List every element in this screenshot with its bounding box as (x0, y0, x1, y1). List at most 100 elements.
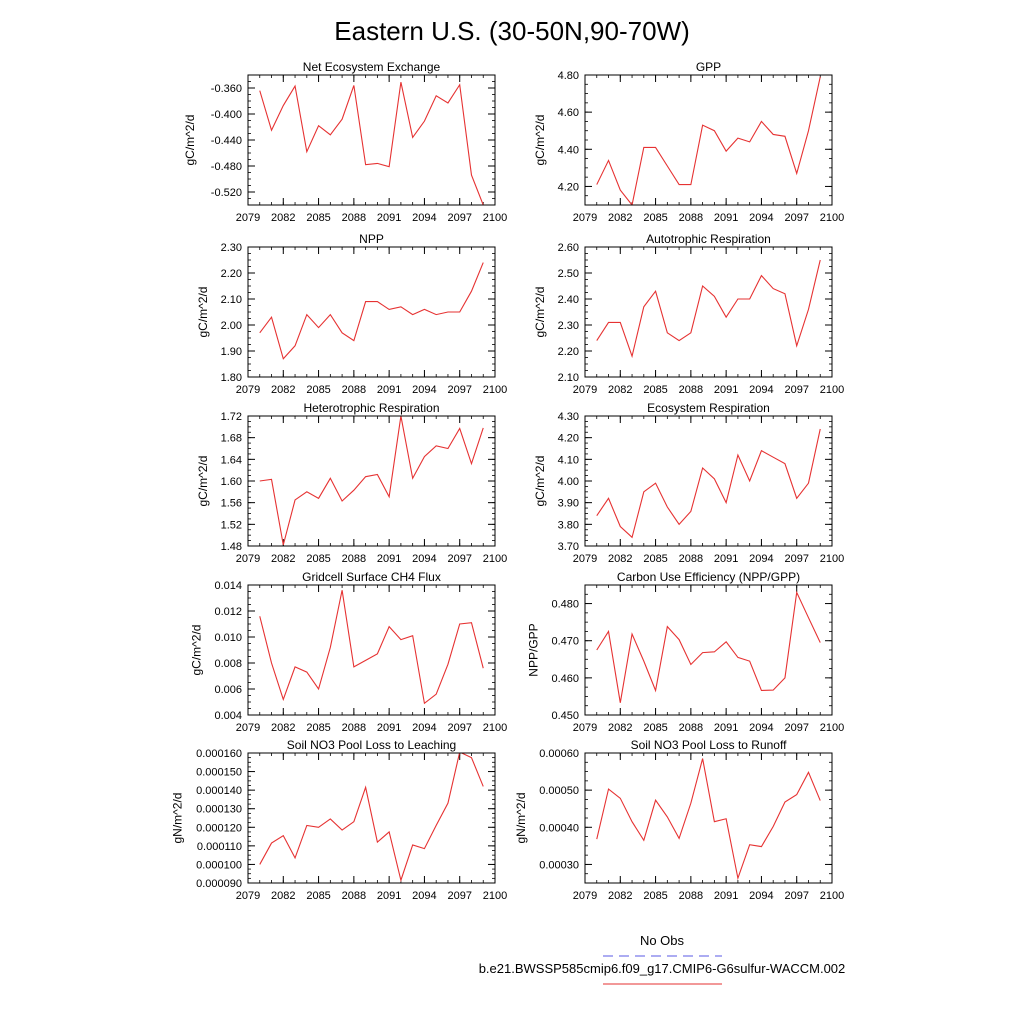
series-line (259, 753, 484, 883)
x-tick-label: 2094 (749, 553, 773, 565)
x-tick-label: 2088 (679, 384, 703, 396)
x-tick-label: 2094 (412, 890, 436, 902)
x-tick-label: 2094 (749, 890, 773, 902)
plot-frame (584, 584, 833, 716)
x-tick-label: 2088 (342, 384, 366, 396)
series-line (259, 262, 484, 360)
y-tick-label: 0.000140 (196, 785, 242, 797)
x-tick-label: 2100 (820, 212, 844, 224)
y-axis-label: gN/m^2/d (171, 793, 185, 844)
y-tick-label: -0.520 (211, 187, 242, 199)
y-tick-label: 2.20 (221, 268, 242, 280)
y-tick-label: 2.30 (221, 242, 242, 254)
x-tick-label: 2079 (573, 722, 597, 734)
chart-panel: 2079 2082 2085 2088 2091 2094 2097 2100 0.004 0.0… (190, 570, 508, 734)
x-tick-label: 2082 (271, 890, 295, 902)
x-tick-label: 2100 (483, 890, 507, 902)
x-tick-label: 2088 (342, 890, 366, 902)
x-tick-label: 2097 (447, 722, 471, 734)
chart-panel: 2079 2082 2085 2088 2091 2094 2097 2100 -0.360 -0… (183, 60, 507, 224)
x-tick-label: 2100 (483, 553, 507, 565)
y-tick-label: 0.010 (214, 632, 242, 644)
x-tick-label: 2079 (236, 384, 260, 396)
x-tick-label: 2100 (483, 212, 507, 224)
x-tick-label: 2085 (306, 384, 330, 396)
y-tick-label: 0.00050 (539, 785, 579, 797)
y-tick-label: 0.000110 (197, 841, 242, 853)
y-tick-label: 2.00 (221, 320, 242, 332)
chart-panel: 2079 2082 2085 2088 2091 2094 2097 2100 1.80 1.90… (196, 232, 507, 396)
y-tick-label: 0.014 (214, 580, 242, 592)
y-tick-label: 2.10 (558, 372, 579, 384)
y-tick-label: 1.60 (221, 476, 242, 488)
y-tick-label: 0.480 (551, 599, 579, 611)
y-tick-label: 2.40 (558, 294, 579, 306)
series-line (596, 758, 821, 881)
panel-title: Autotrophic Respiration (646, 232, 771, 246)
x-tick-label: 2082 (608, 384, 632, 396)
y-tick-label: 1.72 (221, 411, 242, 423)
plot-frame (247, 584, 496, 716)
legend-obs-label: No Obs (640, 933, 685, 948)
x-tick-label: 2079 (573, 890, 597, 902)
y-tick-label: 0.450 (551, 710, 579, 722)
panel-title: Gridcell Surface CH4 Flux (302, 570, 441, 584)
x-tick-label: 2097 (447, 890, 471, 902)
chart-panel: 2079 2082 2085 2088 2091 2094 2097 2100 0.00030 0… (514, 738, 844, 902)
x-tick-label: 2094 (749, 212, 773, 224)
x-tick-label: 2082 (271, 212, 295, 224)
y-tick-label: 0.000100 (196, 859, 242, 871)
x-tick-label: 2097 (784, 553, 808, 565)
y-tick-label: 0.000160 (196, 748, 242, 760)
y-tick-label: 2.50 (558, 268, 579, 280)
series-line (596, 428, 821, 539)
y-tick-label: 4.20 (558, 181, 579, 193)
chart-panel: 2079 2082 2085 2088 2091 2094 2097 2100 0.000090… (171, 738, 508, 902)
x-tick-label: 2088 (679, 722, 703, 734)
x-tick-label: 2079 (573, 384, 597, 396)
y-axis-label: gC/m^2/d (533, 115, 547, 166)
x-tick-label: 2085 (306, 722, 330, 734)
x-tick-label: 2094 (412, 722, 436, 734)
x-tick-label: 2094 (412, 553, 436, 565)
x-tick-label: 2091 (714, 890, 738, 902)
x-tick-label: 2079 (573, 553, 597, 565)
y-tick-label: 4.60 (558, 107, 579, 119)
x-tick-label: 2085 (306, 890, 330, 902)
panel-title: Ecosystem Respiration (647, 401, 770, 415)
plot-frame (247, 415, 496, 547)
y-axis-label: gC/m^2/d (196, 287, 210, 338)
y-axis-label: gC/m^2/d (190, 625, 204, 676)
y-tick-label: 4.30 (558, 411, 579, 423)
x-tick-label: 2082 (608, 553, 632, 565)
x-tick-label: 2082 (608, 722, 632, 734)
x-tick-label: 2097 (784, 890, 808, 902)
x-tick-label: 2088 (679, 890, 703, 902)
y-tick-label: 2.30 (558, 320, 579, 332)
x-tick-label: 2091 (714, 722, 738, 734)
x-tick-label: 2079 (236, 553, 260, 565)
series-line (259, 82, 484, 205)
x-tick-label: 2100 (820, 553, 844, 565)
x-tick-label: 2082 (608, 890, 632, 902)
x-tick-label: 2085 (643, 553, 667, 565)
panel-title: Carbon Use Efficiency (NPP/GPP) (617, 570, 800, 584)
x-tick-label: 2097 (447, 212, 471, 224)
y-tick-label: 1.56 (221, 498, 242, 510)
plot-frame (584, 246, 833, 378)
y-tick-label: 2.20 (558, 346, 579, 358)
y-tick-label: 0.00060 (539, 748, 579, 760)
y-tick-label: -0.480 (211, 161, 242, 173)
x-tick-label: 2091 (377, 212, 401, 224)
chart-panel: 2079 2082 2085 2088 2091 2094 2097 2100 1.48 1.52… (196, 401, 507, 565)
x-tick-label: 2079 (573, 212, 597, 224)
x-tick-label: 2085 (643, 890, 667, 902)
y-axis-label: gC/m^2/d (533, 456, 547, 507)
y-tick-label: -0.400 (211, 109, 242, 121)
legend-model-label: b.e21.BWSSP585cmip6.f09_g17.CMIP6-G6sulf… (479, 961, 846, 976)
y-tick-label: 4.20 (558, 433, 579, 445)
y-tick-label: 1.68 (221, 433, 242, 445)
series-line (596, 590, 821, 703)
x-tick-label: 2088 (342, 553, 366, 565)
y-tick-label: 0.000120 (196, 822, 242, 834)
